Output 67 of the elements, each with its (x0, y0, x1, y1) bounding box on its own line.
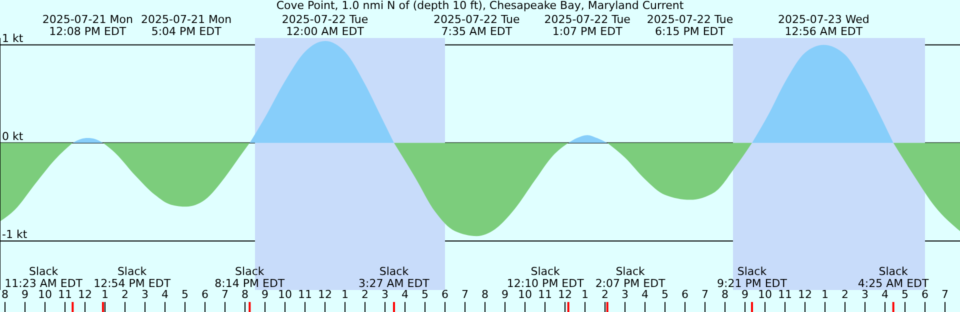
ref-line-label: Slack 2:07 PM EDT (594, 265, 666, 290)
x-tick-label: 7 (222, 288, 228, 301)
x-tick-label: 2 (842, 288, 848, 301)
x-tick-label: 6 (202, 288, 208, 301)
x-tick-label: 9 (262, 288, 268, 301)
x-tick-label: 5 (902, 288, 908, 301)
x-tick-label: 3 (382, 288, 388, 301)
x-tick-label: 8 (482, 288, 488, 301)
x-tick-label: 10 (278, 288, 292, 301)
y-tick-label: -1 kt (2, 228, 28, 241)
x-tick-label: 2 (362, 288, 368, 301)
x-tick-label: 2 (602, 288, 608, 301)
x-tick-label: 12 (558, 288, 572, 301)
x2-tick-label: 2025-07-22 Tue 1:07 PM EDT (544, 13, 631, 38)
x-tick-label: 4 (162, 288, 168, 301)
x-tick-label: 10 (518, 288, 532, 301)
x-tick-label: 1 (342, 288, 348, 301)
x-tick-label: 7 (462, 288, 468, 301)
x2-tick-label: 2025-07-22 Tue 7:35 AM EDT (434, 13, 520, 38)
x-tick-label: 6 (442, 288, 448, 301)
x-tick-label: 11 (58, 288, 72, 301)
x2-tick-label: 2025-07-21 Mon 12:08 PM EDT (42, 13, 133, 38)
x-tick-label: 9 (742, 288, 748, 301)
x-tick-label: 12 (318, 288, 332, 301)
x-tick-label: 7 (702, 288, 708, 301)
ref-line-label: Slack 9:21 PM EDT (716, 265, 788, 290)
x-tick-label: 7 (942, 288, 948, 301)
x-tick-label: 1 (822, 288, 828, 301)
x-tick-label: 4 (642, 288, 648, 301)
x-tick-label: 9 (22, 288, 28, 301)
x-tick-label: 1 (582, 288, 588, 301)
ref-line-label: Slack 8:14 PM EDT (214, 265, 285, 290)
chart-title: Cove Point, 1.0 nmi N of (depth 10 ft), Chesapeake Bay, Maryland Current (275, 0, 685, 12)
x-tick-label: 11 (298, 288, 312, 301)
x-tick-label: 5 (662, 288, 668, 301)
x-tick-label: 5 (182, 288, 188, 301)
x-tick-label: 11 (778, 288, 792, 301)
ref-line-label: Slack 3:27 AM EDT (358, 265, 430, 290)
x-tick-label: 5 (422, 288, 428, 301)
x2-tick-label: 2025-07-23 Wed 12:56 AM EDT (778, 13, 870, 38)
ref-line-label: Slack 12:54 PM EDT (92, 265, 172, 290)
x-tick-label: 3 (622, 288, 628, 301)
x-tick-label: 12 (798, 288, 812, 301)
x-tick-label: 8 (242, 288, 248, 301)
ref-line-label: Slack 4:25 AM EDT (856, 265, 930, 290)
x2-tick-label: 2025-07-22 Tue 6:15 PM EDT (646, 13, 734, 38)
x-tick-label: 9 (502, 288, 508, 301)
y-tick-label: 1 kt (2, 32, 24, 45)
x-tick-label: 11 (538, 288, 552, 301)
x-tick-label: 6 (682, 288, 688, 301)
x-tick-label: 4 (402, 288, 408, 301)
x-tick-label: 12 (78, 288, 92, 301)
x-tick-label: 3 (862, 288, 868, 301)
x-tick-label: 10 (38, 288, 52, 301)
x-tick-label: 3 (142, 288, 148, 301)
x-tick-label: 1 (102, 288, 108, 301)
x-tick-label: 8 (722, 288, 728, 301)
ref-line-label: Slack 12:10 PM EDT (506, 265, 585, 290)
x-tick-label: 10 (758, 288, 772, 301)
x-tick-label: 6 (922, 288, 928, 301)
y-tick-label: 0 kt (2, 130, 24, 143)
x-tick-label: 2 (122, 288, 128, 301)
x-tick-label: 8 (2, 288, 8, 301)
x2-tick-label: 2025-07-21 Mon 5:04 PM EDT (141, 13, 232, 38)
ref-line-label: Slack 11:23 AM EDT (4, 265, 83, 290)
x2-tick-label: 2025-07-22 Tue 12:00 AM EDT (282, 13, 368, 38)
x-tick-label: 4 (882, 288, 888, 301)
